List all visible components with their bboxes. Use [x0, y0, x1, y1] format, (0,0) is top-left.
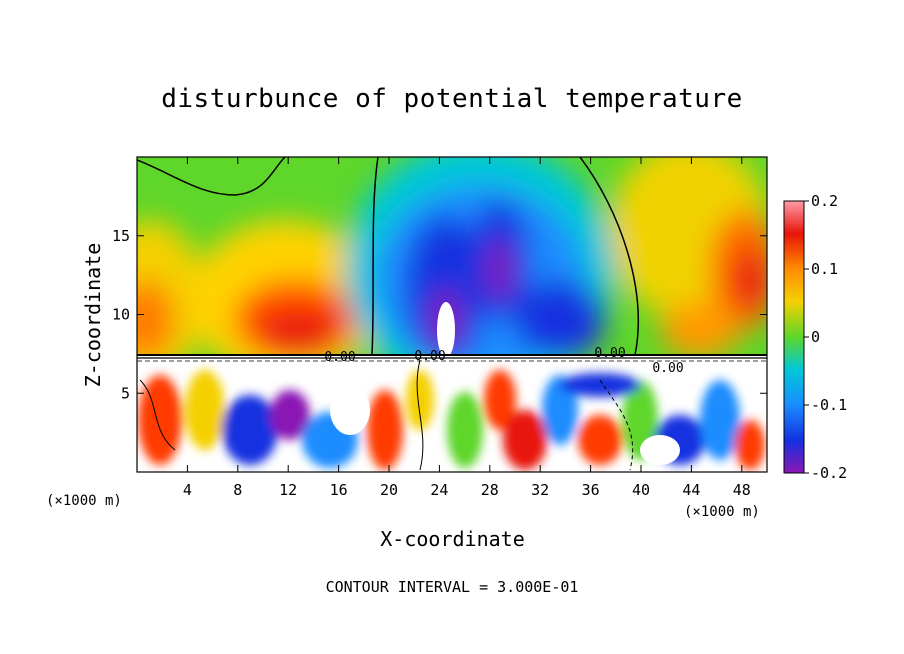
x-tick-label: 44 [682, 481, 700, 499]
contour-interval-note: CONTOUR INTERVAL = 3.000E-01 [325, 578, 579, 596]
z-tick-label: 10 [112, 306, 130, 324]
x-tick-label: 48 [733, 481, 751, 499]
z-axis-ticks: 5 10 15 [112, 227, 767, 402]
x-tick-label: 28 [481, 481, 499, 499]
colorbar-tick-label: 0.1 [811, 260, 838, 278]
colorbar-tick-label: -0.2 [811, 464, 847, 482]
contour-label: 0.00 [652, 361, 683, 376]
separator-band [137, 354, 767, 362]
x-tick-label: 8 [233, 481, 242, 499]
contour-labels: 0.00 0.00 0.00 0.00 [324, 346, 683, 376]
x-axis-ticks: 4 8 12 16 20 24 28 32 36 40 44 48 [183, 157, 751, 499]
x-tick-label: 32 [531, 481, 549, 499]
x-tick-label: 16 [330, 481, 348, 499]
lower-field [137, 356, 767, 472]
contour-label: 0.00 [324, 350, 355, 365]
z-unit-label: (×1000 m) [46, 493, 122, 509]
upper-field [137, 157, 767, 355]
colorbar-tick-label: -0.1 [811, 396, 847, 414]
x-tick-label: 12 [279, 481, 297, 499]
y-axis-label: Z-coordinate [81, 242, 105, 388]
contour-label: 0.00 [414, 349, 445, 364]
colorbar-tick-label: 0 [811, 328, 820, 346]
colorbar-tick-label: 0.2 [811, 192, 838, 210]
chart-title: disturbunce of potential temperature [161, 84, 743, 114]
x-tick-label: 40 [632, 481, 650, 499]
z-tick-label: 15 [112, 227, 130, 245]
contour-label: 0.00 [594, 346, 625, 361]
z-tick-label: 5 [121, 384, 130, 402]
x-axis-label: X-coordinate [380, 527, 525, 551]
x-tick-label: 24 [430, 481, 448, 499]
colorbar-ticks: 0.2 0.1 0 -0.1 -0.2 [804, 192, 847, 482]
colorbar [783, 200, 805, 474]
x-unit-label: (×1000 m) [684, 504, 760, 520]
x-tick-label: 20 [380, 481, 398, 499]
x-tick-label: 4 [183, 481, 192, 499]
x-tick-label: 36 [582, 481, 600, 499]
